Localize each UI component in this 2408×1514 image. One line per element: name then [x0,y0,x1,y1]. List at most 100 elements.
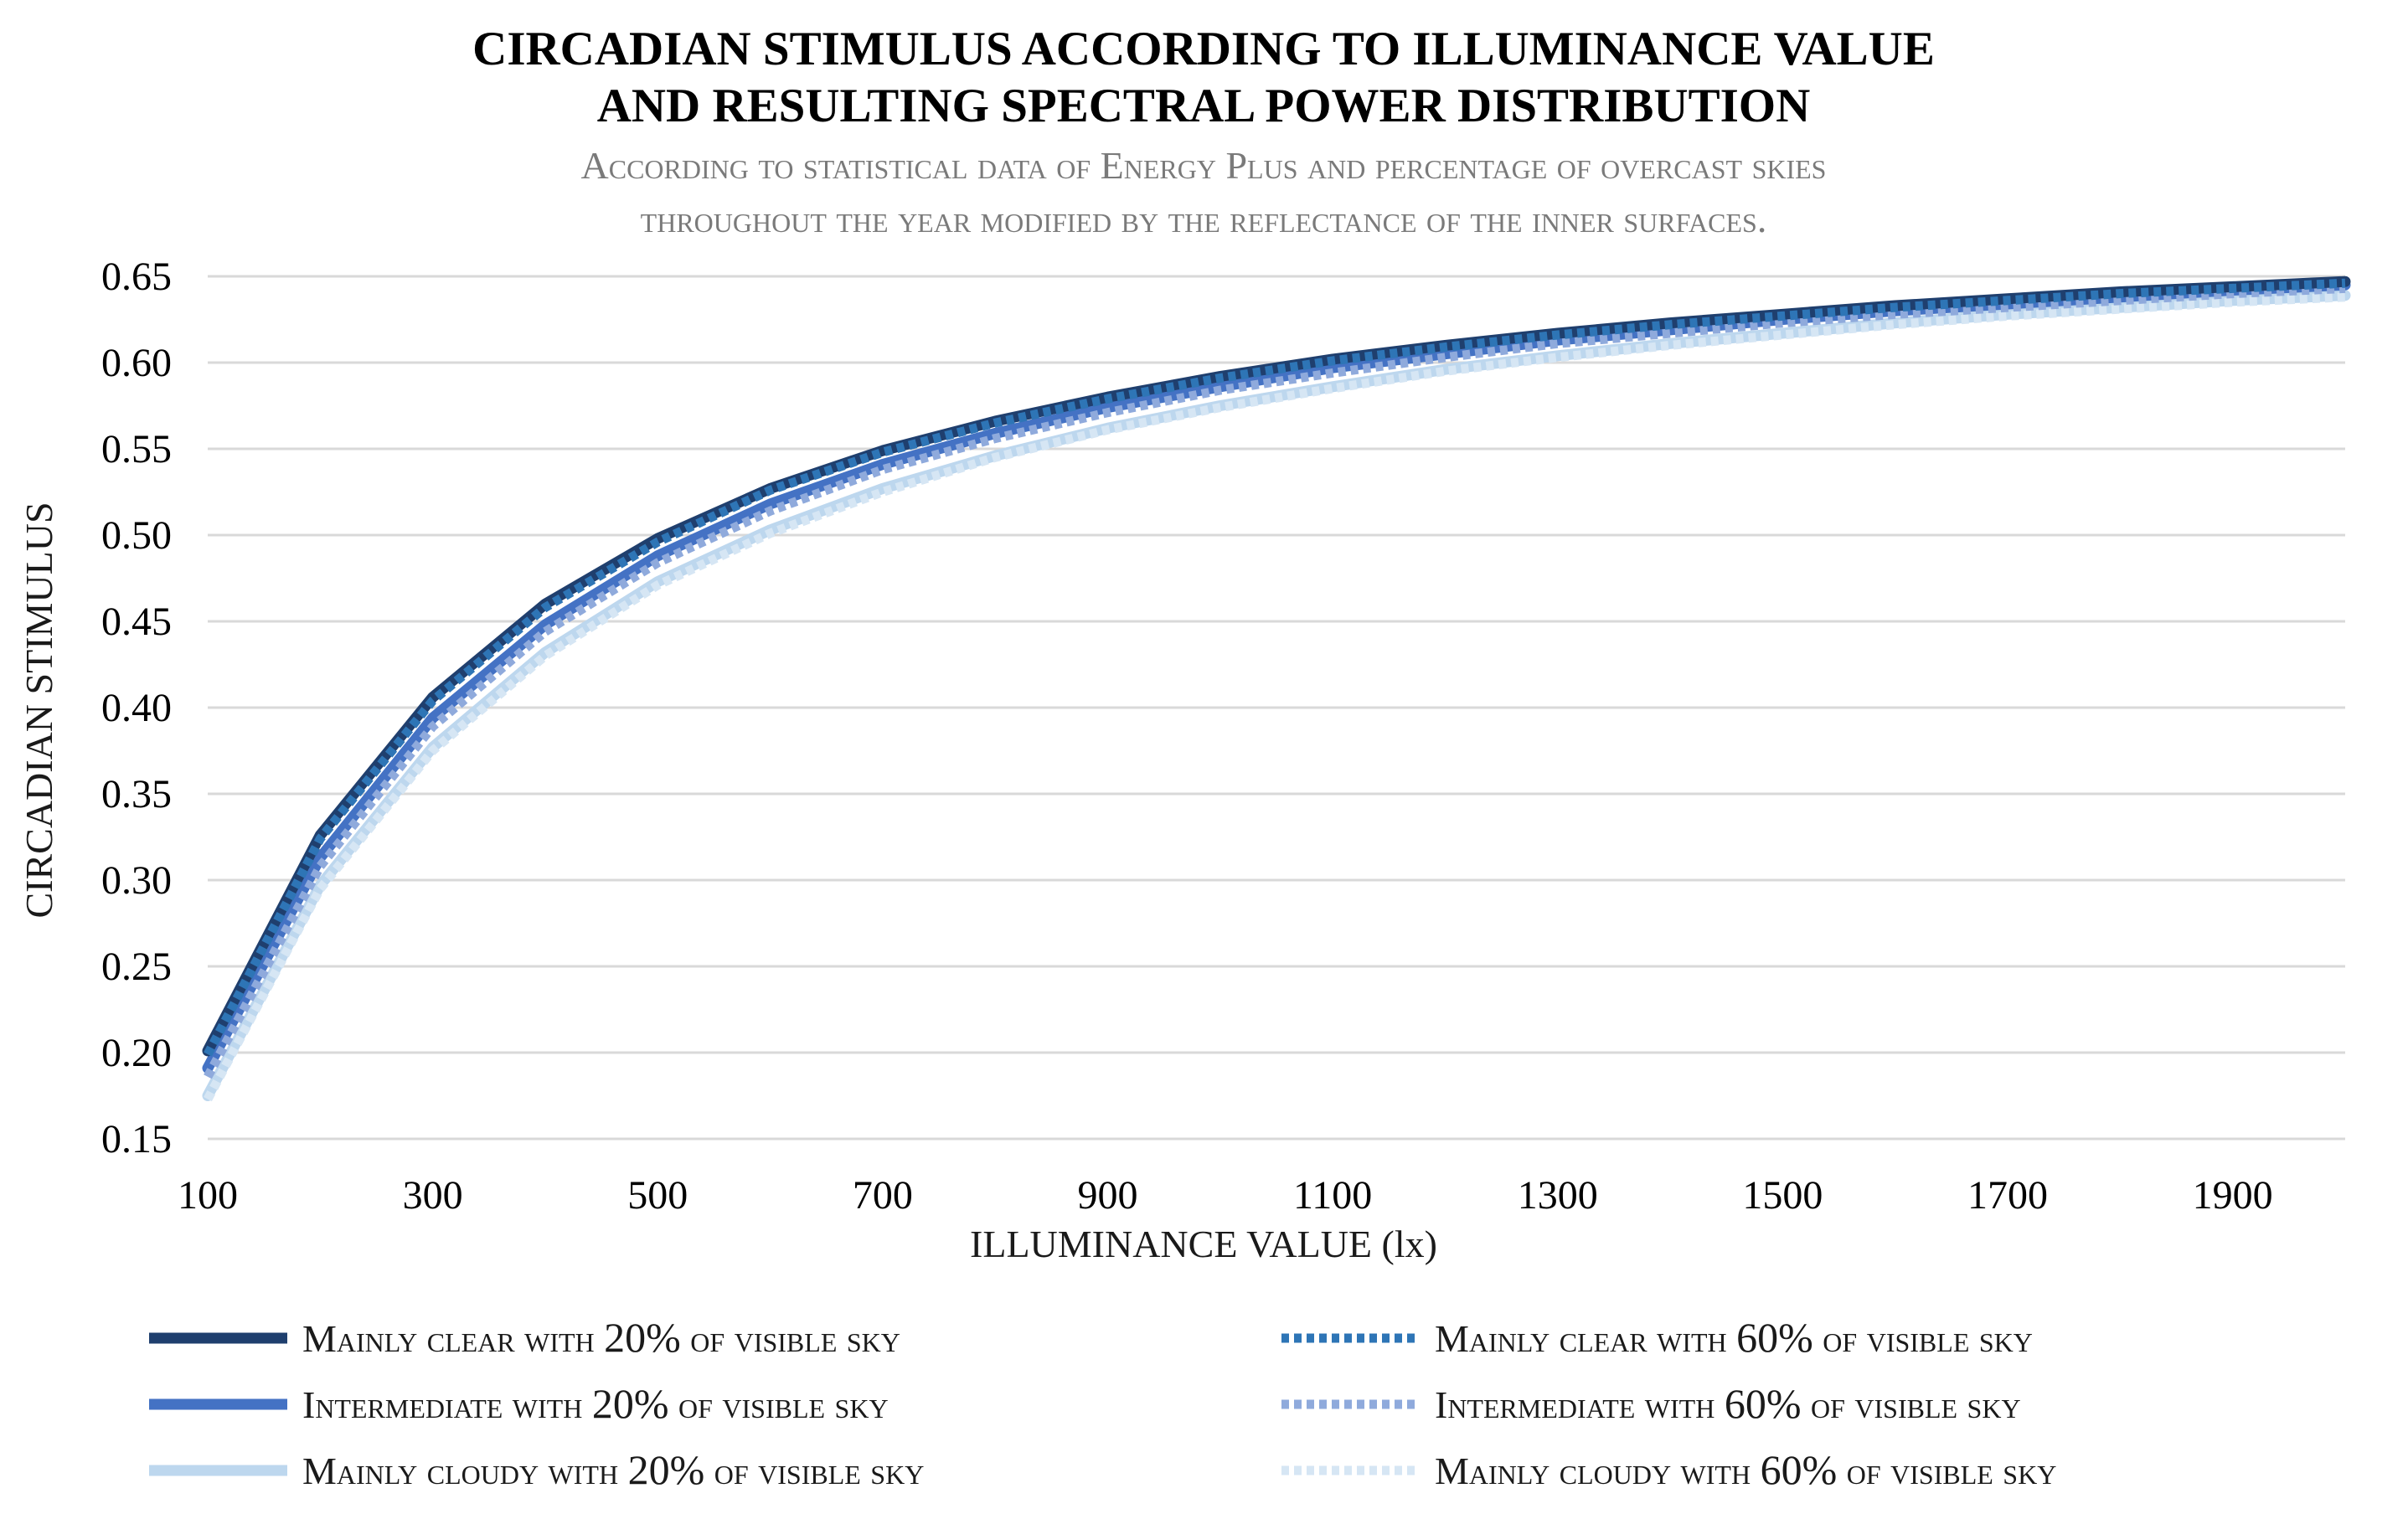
series-6-point [431,749,435,753]
series-6-point [656,584,659,587]
series-6-point [881,491,884,494]
series-2-point [2118,292,2122,296]
series-4-point [1556,342,1560,345]
legend-label-suffix: of visible sky [1813,1317,2033,1360]
series-4-point [769,509,772,512]
chart-title-line-1: CIRCADIAN STIMULUS ACCORDING TO ILLUMINA… [472,23,1935,75]
legend-label-prefix: Intermediate with [302,1383,592,1426]
legend-label-percent: 60% [1725,1380,1802,1427]
legend-label: Mainly cloudy with 60% of visible sky [1435,1446,2056,1493]
legend-label: Mainly clear with 20% of visible sky [302,1314,900,1361]
chart-subtitle-line-2: throughout the year modified by the refl… [641,198,1767,240]
y-tick-label: 0.55 [101,427,172,471]
legend-label-prefix: Mainly clear with [302,1317,604,1360]
series-2-point [769,488,772,492]
series-2-point [1894,306,1897,309]
series-line-5 [202,290,2351,1101]
legend-item: Mainly clear with 60% of visible sky [1281,1314,2033,1361]
legend-item: Mainly cloudy with 20% of visible sky [149,1446,924,1493]
legend-label-suffix: of visible sky [704,1450,924,1492]
y-tick-label: 0.45 [101,600,172,644]
series-4-point [2118,299,2122,302]
series-6-point [1331,387,1334,390]
legend-label-percent: 20% [628,1446,705,1493]
y-tick-label: 0.30 [101,858,172,903]
series-6-point [206,1098,209,1101]
legend-label: Mainly cloudy with 20% of visible sky [302,1446,924,1493]
series-2-point [656,540,659,543]
series-6-point [1894,323,1897,327]
legend-item: Mainly clear with 20% of visible sky [149,1314,900,1361]
series-3-point [769,502,772,506]
y-axis-title: CIRCADIAN STIMULUS [18,502,60,918]
x-axis-title: ILLUMINANCE VALUE (lx) [970,1223,1437,1265]
series-4-point [2006,306,2009,309]
series-2-point [1219,377,1222,380]
series-6-point [2006,314,2009,317]
series-line-6 [204,292,2346,1102]
series-2-point [1556,333,1560,337]
legend-label-percent: 60% [1736,1314,1813,1361]
x-tick-label: 700 [853,1173,913,1218]
legend: Mainly clear with 20% of visible sky Main… [149,1314,2056,1493]
series-2-point [881,451,884,454]
legend-label-suffix: of visible sky [1837,1450,2056,1492]
series-2-point [318,837,322,841]
series-6-point [993,456,997,459]
series-4-point [318,865,322,868]
series-4-point [1106,411,1110,415]
series-3-point [656,554,659,558]
series-6-point [2231,301,2235,304]
y-tick-label: 0.35 [101,772,172,816]
series-2-point [206,1053,209,1056]
series-4-point [544,630,547,633]
legend-label-suffix: of visible sky [681,1317,900,1360]
x-tick-label: 500 [627,1173,688,1218]
series-2-point [2006,299,2009,302]
series-6-point [1668,343,1672,347]
chart-subtitle-line-1: According to statistical data of Energy … [581,144,1827,187]
series-2-point [1443,345,1446,348]
series-4-point [431,725,435,729]
y-tick-label: 0.65 [101,255,172,299]
x-tick-label: 1100 [1293,1173,1372,1218]
y-axis-ticks: 0.15 0.20 0.25 0.30 0.35 0.40 0.45 0.50 0.55 0.60… [101,255,172,1161]
series-6-point [1106,428,1110,431]
plot-area [202,276,2351,1102]
legend-label-percent: 20% [592,1380,669,1427]
y-tick-label: 0.15 [101,1117,172,1161]
series-line-4 [204,283,2346,1079]
legend-label-percent: 20% [604,1314,681,1361]
legend-label-suffix: of visible sky [1801,1383,2020,1426]
series-6-point [1443,369,1446,373]
y-tick-label: 0.20 [101,1031,172,1075]
y-tick-label: 0.50 [101,513,172,558]
legend-label-prefix: Mainly cloudy with [1435,1450,1761,1492]
legend-label-percent: 60% [1761,1446,1838,1493]
legend-item: Intermediate with 60% of visible sky [1281,1380,2021,1427]
legend-item: Intermediate with 20% of visible sky [149,1380,889,1427]
series-6-point [2344,296,2347,299]
series-6-point [2118,307,2122,311]
legend-label-suffix: of visible sky [668,1383,888,1426]
series-2-point [993,421,997,425]
series-6-point [769,532,772,535]
series-2-point [1781,314,1784,317]
series-4-point [1668,332,1672,335]
legend-label-prefix: Mainly cloudy with [302,1450,628,1492]
y-tick-label: 0.60 [101,341,172,385]
series-2-point [431,699,435,703]
chart-title-line-2: AND RESULTING SPECTRAL POWER DISTRIBUTIO… [597,80,1811,132]
x-tick-label: 900 [1078,1173,1138,1218]
series-4-point [1219,389,1222,392]
series-6-point [1219,406,1222,409]
legend-label: Mainly clear with 60% of visible sky [1435,1314,2033,1361]
series-6-point [1781,333,1784,337]
legend-item: Mainly cloudy with 60% of visible sky [1281,1446,2056,1493]
series-3-point [431,716,435,719]
y-tick-label: 0.40 [101,686,172,730]
series-4-point [881,468,884,471]
series-2-point [2344,281,2347,285]
legend-label: Intermediate with 60% of visible sky [1435,1380,2021,1427]
